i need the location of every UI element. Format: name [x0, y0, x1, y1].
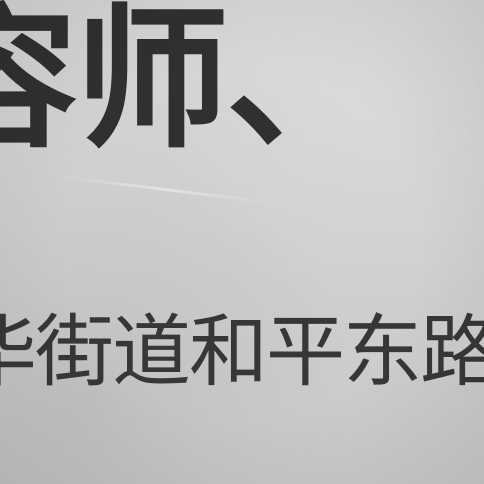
- paper-crease: [55, 174, 275, 205]
- small-text-fragment: 华街道和平东路: [0, 306, 484, 398]
- large-text-fragment: 容师、: [0, 0, 380, 170]
